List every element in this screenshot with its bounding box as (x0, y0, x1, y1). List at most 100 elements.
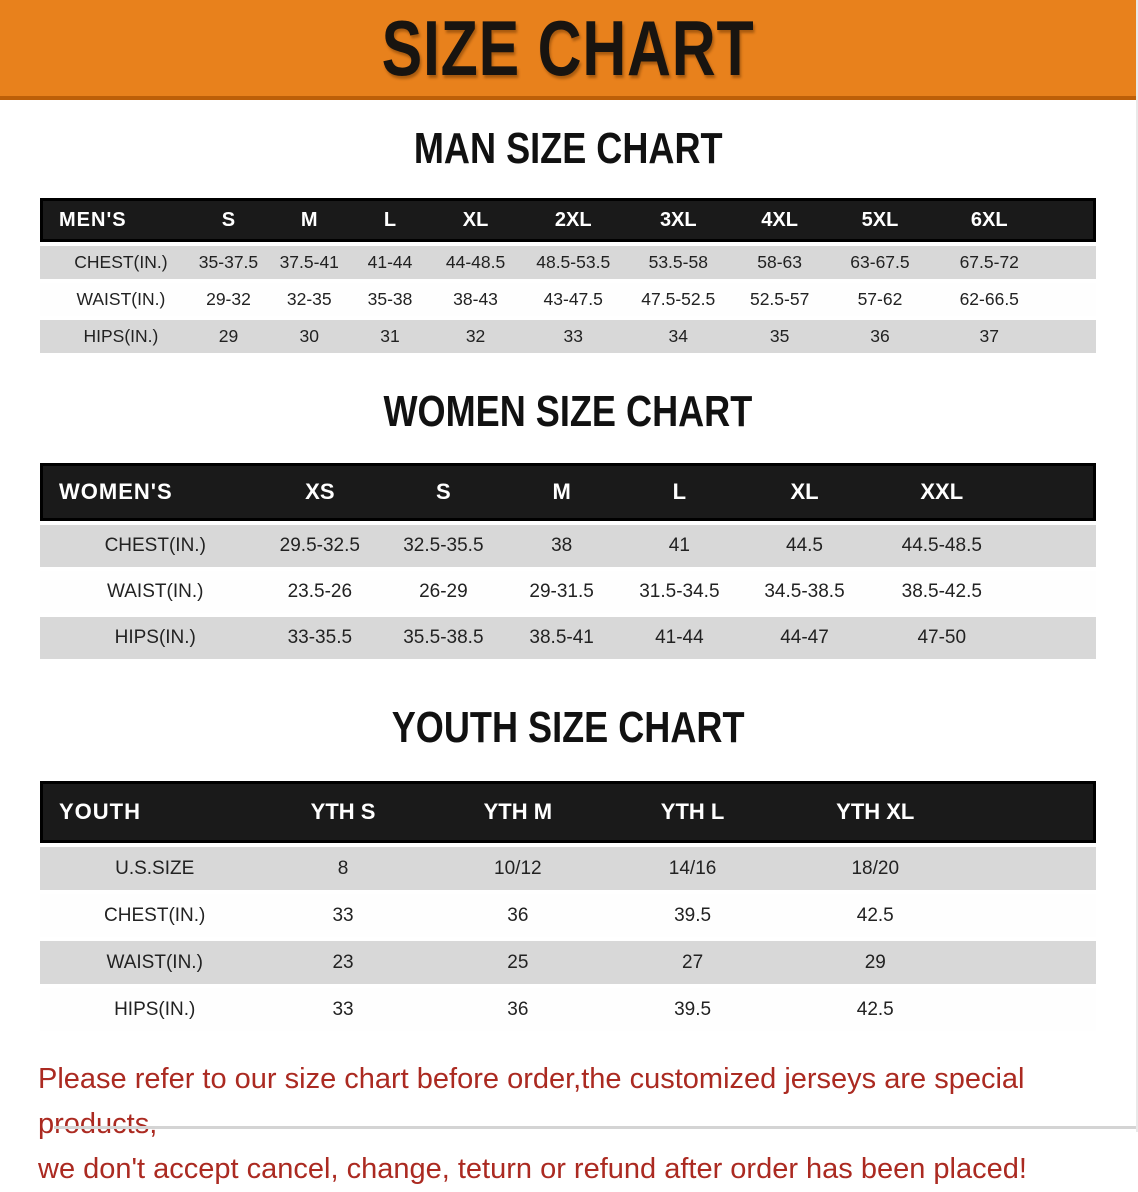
cell-spacer (1013, 571, 1096, 613)
men-col-3xl: 3XL (626, 198, 731, 242)
cell-spacer (970, 894, 1096, 937)
women-size-table: WOMEN'S XS S M L XL XXL CHEST(IN.) 29.5-… (40, 459, 1096, 663)
cell: 44.5-48.5 (869, 525, 1014, 567)
men-col-xl: XL (430, 198, 521, 242)
row-label: WAIST(IN.) (40, 571, 257, 613)
men-col-2xl: 2XL (520, 198, 627, 242)
cell: 32-35 (269, 283, 350, 316)
men-col-4xl: 4XL (730, 198, 829, 242)
cell-spacer (1047, 246, 1096, 279)
men-hips-row: HIPS(IN.) 29 30 31 32 33 34 35 36 37 (40, 320, 1096, 353)
cell: 33 (520, 320, 627, 353)
youth-heading-text: YOUTH SIZE CHART (391, 703, 745, 752)
youth-corner-label: YOUTH (40, 781, 256, 843)
cell: 29 (780, 941, 971, 984)
cell: 31.5-34.5 (619, 571, 740, 613)
cell: 41 (619, 525, 740, 567)
cell: 10/12 (430, 847, 605, 890)
cell-spacer (1047, 283, 1096, 316)
cell: 47.5-52.5 (626, 283, 731, 316)
cell: 39.5 (604, 988, 781, 1031)
cell: 44.5 (739, 525, 870, 567)
youth-header-spacer (970, 781, 1096, 843)
cell: 29 (187, 320, 270, 353)
women-col-xxl: XXL (869, 463, 1014, 521)
cell: 31 (349, 320, 431, 353)
row-label: CHEST(IN.) (40, 246, 188, 279)
women-corner-label: WOMEN'S (40, 463, 257, 521)
youth-header-row: YOUTH YTH S YTH M YTH L YTH XL (40, 781, 1096, 843)
women-col-m: M (503, 463, 620, 521)
cell: 27 (604, 941, 781, 984)
women-col-xs: XS (256, 463, 384, 521)
men-col-l: L (349, 198, 431, 242)
youth-section-heading: YOUTH SIZE CHART (0, 703, 1136, 753)
cell: 47-50 (869, 617, 1014, 659)
row-label: CHEST(IN.) (40, 525, 257, 567)
cell: 57-62 (828, 283, 932, 316)
women-heading-text: WOMEN SIZE CHART (383, 387, 753, 436)
youth-chest-row: CHEST(IN.) 33 36 39.5 42.5 (40, 894, 1096, 937)
cell: 33 (255, 894, 431, 937)
cell: 63-67.5 (828, 246, 932, 279)
women-header-row: WOMEN'S XS S M L XL XXL (40, 463, 1096, 521)
row-label: U.S.SIZE (40, 847, 256, 890)
women-col-s: S (383, 463, 504, 521)
men-corner-label: MEN'S (40, 198, 188, 242)
row-label: HIPS(IN.) (40, 988, 256, 1031)
men-col-6xl: 6XL (931, 198, 1048, 242)
cell: 43-47.5 (520, 283, 627, 316)
cell: 36 (430, 988, 605, 1031)
row-label: CHEST(IN.) (40, 894, 256, 937)
women-col-l: L (619, 463, 740, 521)
cell: 36 (430, 894, 605, 937)
youth-hips-row: HIPS(IN.) 33 36 39.5 42.5 (40, 988, 1096, 1031)
cell: 62-66.5 (931, 283, 1048, 316)
men-chest-row: CHEST(IN.) 35-37.5 37.5-41 41-44 44-48.5… (40, 246, 1096, 279)
women-header-spacer (1013, 463, 1096, 521)
cell-spacer (970, 941, 1096, 984)
cell: 41-44 (349, 246, 431, 279)
banner-title: SIZE CHART (381, 3, 755, 92)
row-label: WAIST(IN.) (40, 941, 256, 984)
cell: 35.5-38.5 (383, 617, 504, 659)
cell: 33-35.5 (256, 617, 384, 659)
cell: 38 (503, 525, 620, 567)
cell: 23 (255, 941, 431, 984)
cell: 42.5 (780, 988, 971, 1031)
cell: 29.5-32.5 (256, 525, 384, 567)
women-chest-row: CHEST(IN.) 29.5-32.5 32.5-35.5 38 41 44.… (40, 525, 1096, 567)
row-label: HIPS(IN.) (40, 320, 188, 353)
row-label: WAIST(IN.) (40, 283, 188, 316)
youth-col-m: YTH M (430, 781, 605, 843)
youth-col-s: YTH S (255, 781, 431, 843)
cell: 23.5-26 (256, 571, 384, 613)
cell: 48.5-53.5 (520, 246, 627, 279)
youth-col-xl: YTH XL (780, 781, 971, 843)
cell: 38.5-42.5 (869, 571, 1014, 613)
cell: 34 (626, 320, 731, 353)
women-waist-row: WAIST(IN.) 23.5-26 26-29 29-31.5 31.5-34… (40, 571, 1096, 613)
youth-size-table: YOUTH YTH S YTH M YTH L YTH XL U.S.SIZE … (40, 777, 1096, 1035)
cell: 26-29 (383, 571, 504, 613)
cell: 29-32 (187, 283, 270, 316)
cell-spacer (970, 847, 1096, 890)
cell: 38.5-41 (503, 617, 620, 659)
cell: 53.5-58 (626, 246, 731, 279)
size-chart-banner: SIZE CHART (0, 0, 1136, 100)
cell-spacer (1047, 320, 1096, 353)
cell: 30 (269, 320, 350, 353)
youth-ussize-row: U.S.SIZE 8 10/12 14/16 18/20 (40, 847, 1096, 890)
men-heading-text: MAN SIZE CHART (413, 124, 723, 173)
women-col-xl: XL (739, 463, 870, 521)
men-col-m: M (269, 198, 350, 242)
order-policy-note: Please refer to our size chart before or… (0, 1057, 1136, 1192)
cell: 32 (430, 320, 521, 353)
cell: 44-48.5 (430, 246, 521, 279)
cell: 8 (255, 847, 431, 890)
men-col-5xl: 5XL (828, 198, 932, 242)
cell: 42.5 (780, 894, 971, 937)
cell: 39.5 (604, 894, 781, 937)
cell: 37 (931, 320, 1048, 353)
cell: 35-37.5 (187, 246, 270, 279)
